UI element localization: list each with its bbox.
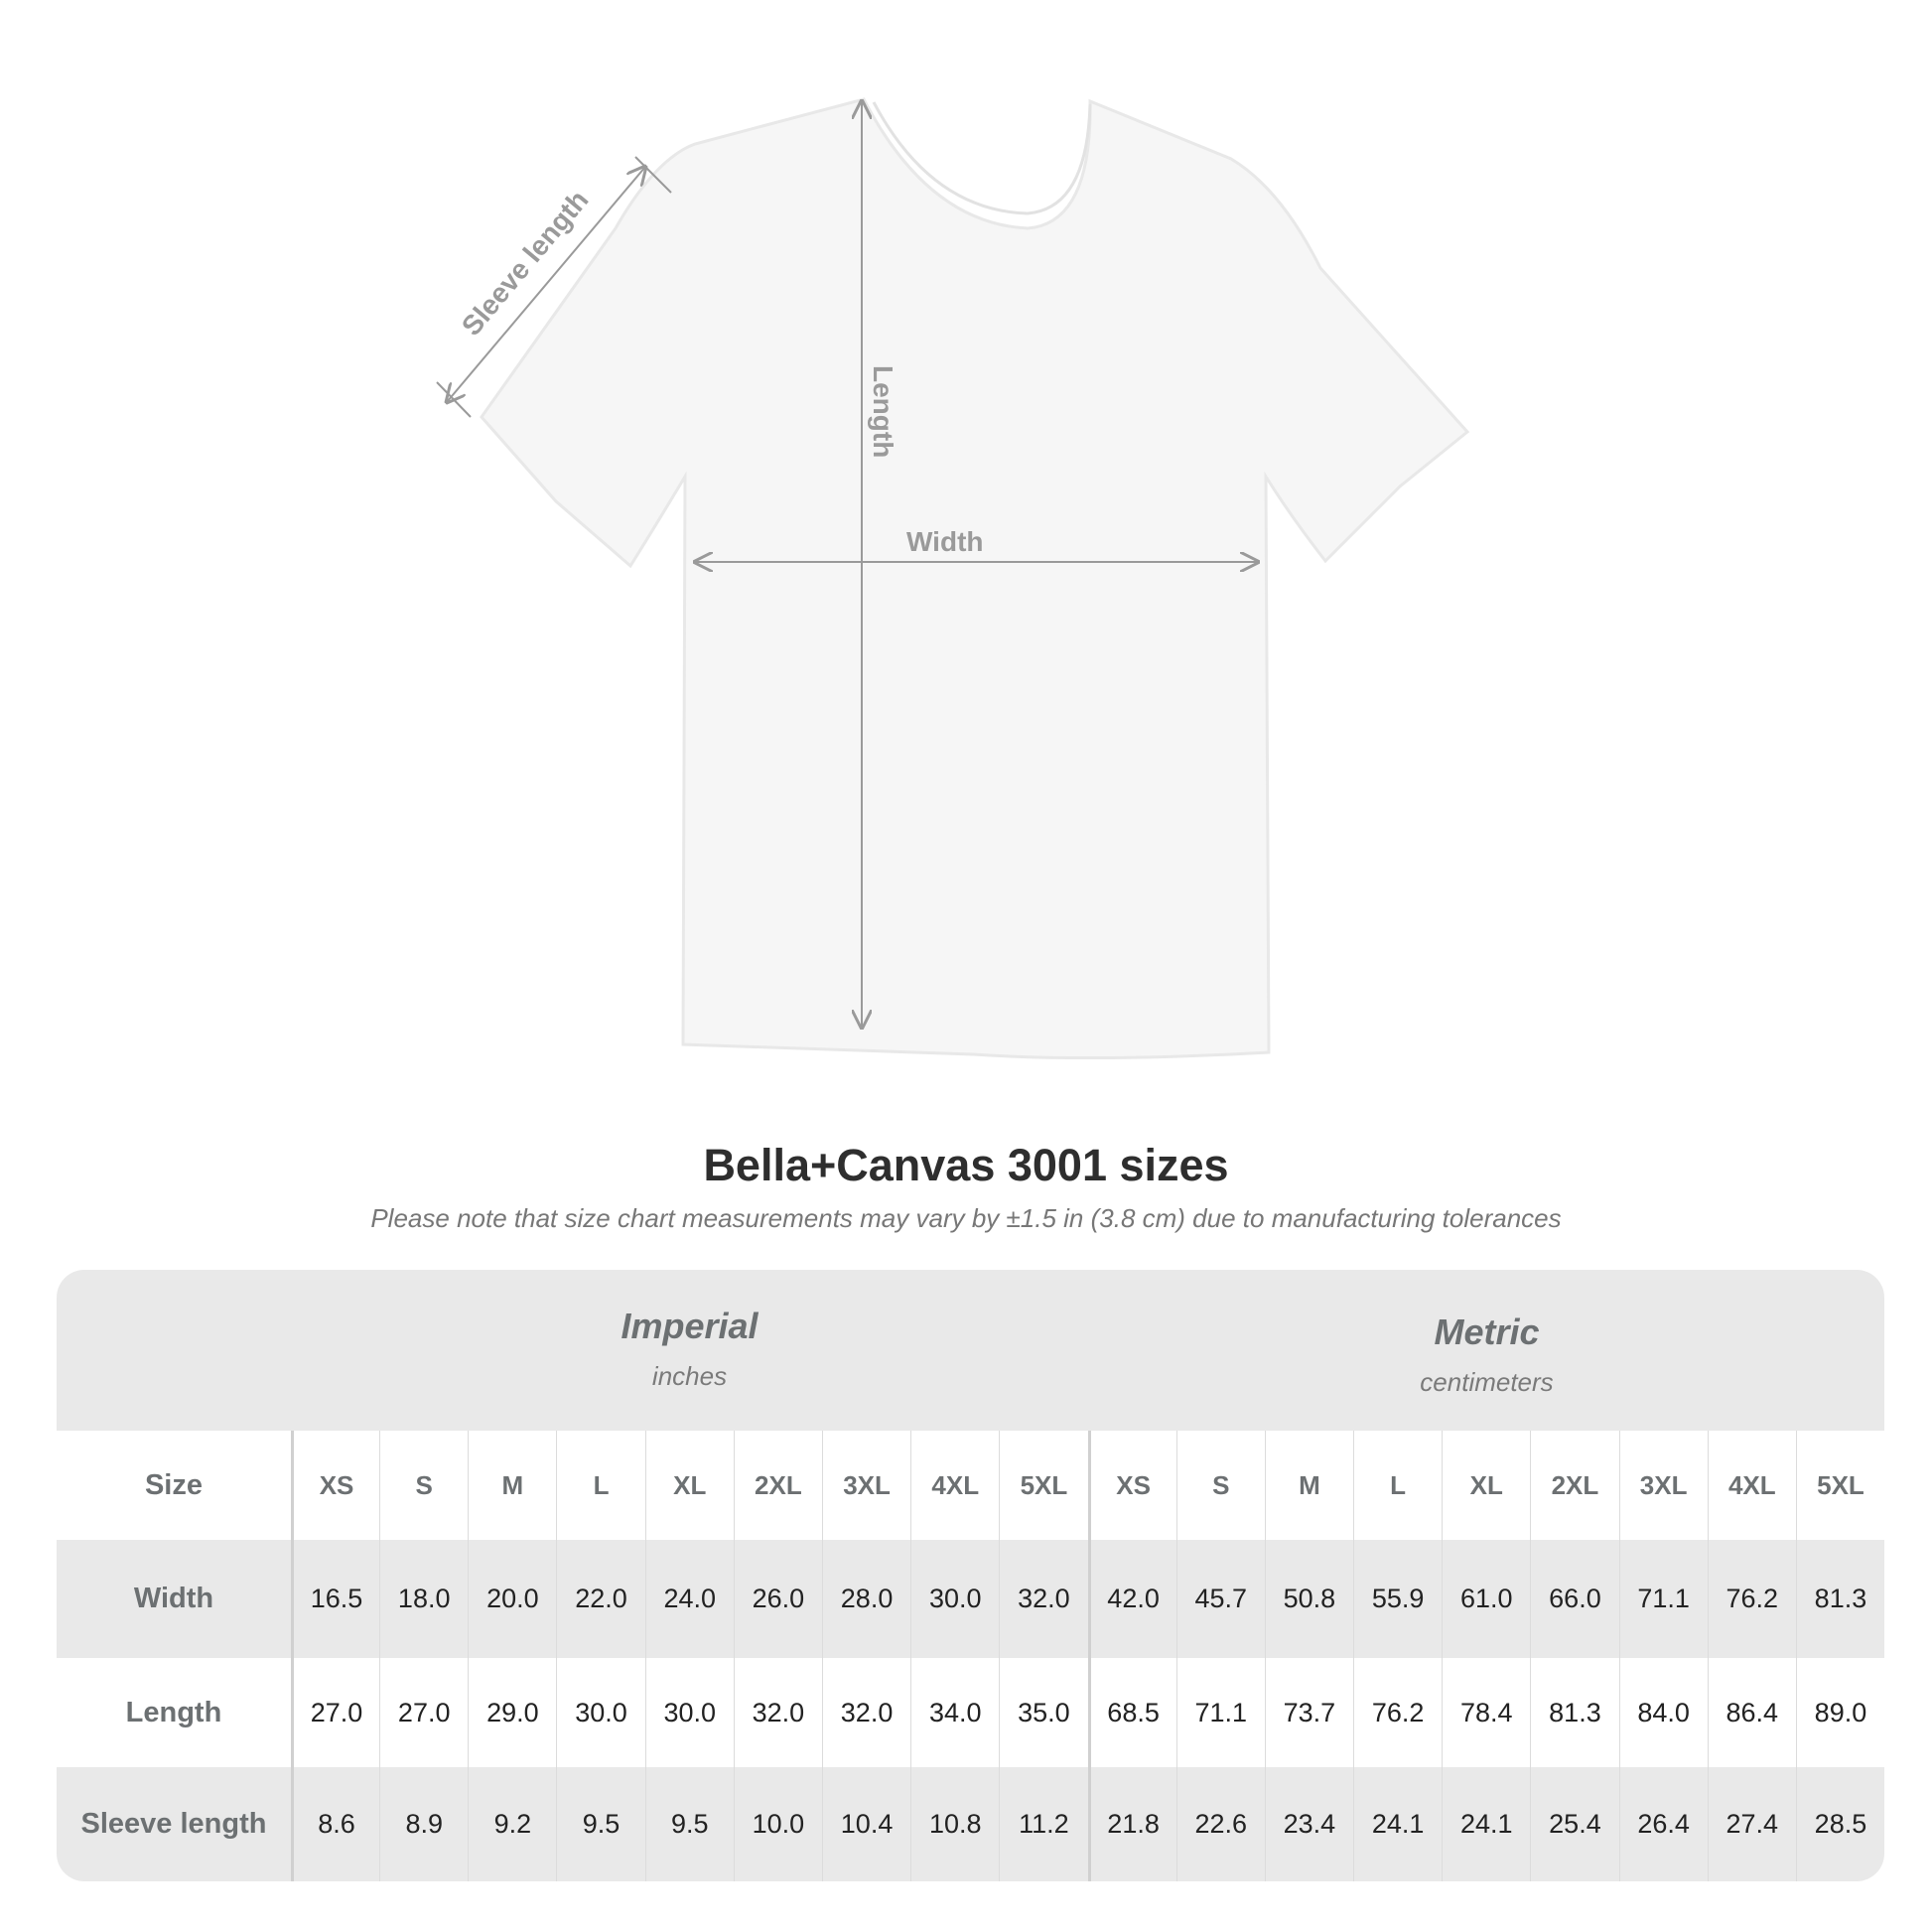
value-cell: 22.6	[1175, 1767, 1265, 1881]
value-cell: 8.9	[379, 1767, 468, 1881]
tolerance-note: Please note that size chart measurements…	[370, 1203, 1562, 1233]
size-header-cell: M	[1264, 1431, 1353, 1540]
value-cell: 55.9	[1353, 1540, 1442, 1658]
value-cell: 10.4	[821, 1767, 910, 1881]
value-cell: 8.6	[290, 1767, 379, 1881]
value-cell: 21.8	[1087, 1767, 1176, 1881]
value-cell: 24.1	[1353, 1767, 1442, 1881]
size-header-cell: XS	[1087, 1431, 1176, 1540]
table-row: Width 16.5 18.0 20.0 22.0 24.0 26.0 28.0 30.0 32.…	[57, 1540, 1884, 1658]
imperial-unit: inches	[651, 1361, 728, 1391]
value-cell: 42.0	[1087, 1540, 1176, 1658]
value-cell: 86.4	[1707, 1658, 1796, 1767]
size-header-cell: M	[468, 1431, 556, 1540]
value-cell: 20.0	[468, 1540, 556, 1658]
row-label: Size	[144, 1468, 203, 1501]
value-cell: 9.5	[644, 1767, 734, 1881]
value-cell: 71.1	[1618, 1540, 1708, 1658]
size-header-cell: 5XL	[1795, 1431, 1884, 1540]
width-label: Width	[906, 526, 984, 557]
size-header-cell: 3XL	[821, 1431, 910, 1540]
value-cell: 71.1	[1175, 1658, 1265, 1767]
value-cell: 10.8	[910, 1767, 999, 1881]
value-cell: 16.5	[290, 1540, 379, 1658]
value-cell: 27.0	[290, 1658, 379, 1767]
metric-header: Metric centimeters	[1088, 1311, 1884, 1398]
value-cell: 76.2	[1353, 1658, 1442, 1767]
value-cell: 26.0	[733, 1540, 822, 1658]
value-cell: 35.0	[999, 1658, 1087, 1767]
size-table: Imperial inches Metric centimeters Size X…	[57, 1270, 1884, 1881]
value-cell: 84.0	[1618, 1658, 1708, 1767]
value-cell: 27.0	[379, 1658, 468, 1767]
length-label: Length	[868, 365, 898, 458]
metric-title: Metric	[1434, 1311, 1540, 1352]
row-label: Length	[125, 1696, 222, 1728]
size-header-cell: L	[1353, 1431, 1442, 1540]
imperial-header: Imperial inches	[291, 1306, 1088, 1392]
size-header-cell: S	[1175, 1431, 1265, 1540]
value-cell: 34.0	[910, 1658, 999, 1767]
size-header-cell: 3XL	[1618, 1431, 1708, 1540]
value-cell: 25.4	[1530, 1767, 1618, 1881]
value-cell: 24.1	[1442, 1767, 1530, 1881]
tshirt-shape	[480, 97, 1470, 1060]
size-header-cell: 2XL	[1530, 1431, 1618, 1540]
imperial-title: Imperial	[621, 1306, 759, 1346]
value-cell: 30.0	[644, 1658, 734, 1767]
value-cell: 32.0	[733, 1658, 822, 1767]
value-cell: 29.0	[468, 1658, 556, 1767]
size-header-cell: XS	[290, 1431, 379, 1540]
value-cell: 9.2	[468, 1767, 556, 1881]
value-cell: 24.0	[644, 1540, 734, 1658]
value-cell: 45.7	[1175, 1540, 1265, 1658]
tshirt-diagram: Sleeve length Length Width	[436, 97, 1470, 1060]
value-cell: 73.7	[1264, 1658, 1353, 1767]
value-cell: 89.0	[1795, 1658, 1884, 1767]
row-label: Width	[133, 1583, 214, 1614]
value-cell: 50.8	[1264, 1540, 1353, 1658]
value-cell: 9.5	[556, 1767, 644, 1881]
row-label: Sleeve length	[80, 1808, 267, 1840]
size-header-cell: XL	[1442, 1431, 1530, 1540]
value-cell: 66.0	[1530, 1540, 1618, 1658]
value-cell: 30.0	[556, 1658, 644, 1767]
metric-unit: centimeters	[1420, 1367, 1554, 1397]
size-header-cell: L	[556, 1431, 644, 1540]
value-cell: 30.0	[910, 1540, 999, 1658]
value-cell: 11.2	[999, 1767, 1087, 1881]
value-cell: 81.3	[1530, 1658, 1618, 1767]
size-header-cell: 2XL	[733, 1431, 822, 1540]
size-header-cell: 4XL	[1707, 1431, 1796, 1540]
table-header: Imperial inches Metric centimeters	[57, 1270, 1884, 1431]
table-row: Length 27.0 27.0 29.0 30.0 30.0 32.0 32.0 34.0 35…	[57, 1658, 1884, 1767]
value-cell: 32.0	[999, 1540, 1087, 1658]
value-cell: 26.4	[1618, 1767, 1708, 1881]
value-cell: 23.4	[1264, 1767, 1353, 1881]
value-cell: 18.0	[379, 1540, 468, 1658]
value-cell: 28.5	[1795, 1767, 1884, 1881]
size-row: Size XS S M L XL 2XL 3XL 4XL 5XL XS S M L XL 2XL 3XL 4XL 5…	[57, 1431, 1884, 1540]
size-header-cell: S	[379, 1431, 468, 1540]
size-header-cell: 5XL	[999, 1431, 1087, 1540]
value-cell: 10.0	[733, 1767, 822, 1881]
value-cell: 22.0	[556, 1540, 644, 1658]
value-cell: 32.0	[821, 1658, 910, 1767]
value-cell: 68.5	[1087, 1658, 1176, 1767]
value-cell: 61.0	[1442, 1540, 1530, 1658]
sleeve-measure-line	[436, 156, 672, 418]
size-header-cell: XL	[644, 1431, 734, 1540]
value-cell: 81.3	[1795, 1540, 1884, 1658]
value-cell: 27.4	[1707, 1767, 1796, 1881]
value-cell: 28.0	[821, 1540, 910, 1658]
size-header-cell: 4XL	[910, 1431, 999, 1540]
value-cell: 78.4	[1442, 1658, 1530, 1767]
table-row: Sleeve length 8.6 8.9 9.2 9.5 9.5 10.0 10.4 10.8…	[57, 1767, 1884, 1881]
value-cell: 76.2	[1707, 1540, 1796, 1658]
page-title: Bella+Canvas 3001 sizes	[703, 1140, 1229, 1190]
